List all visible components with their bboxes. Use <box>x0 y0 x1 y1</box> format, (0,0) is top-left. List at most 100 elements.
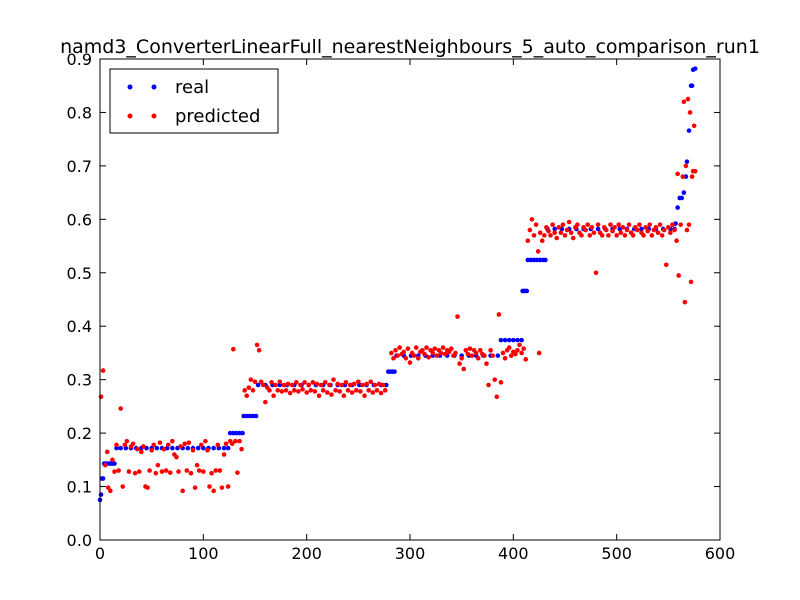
x-tick-labels: 0 100 200 300 400 500 600 <box>95 544 735 563</box>
predicted-point <box>527 227 533 233</box>
predicted-point <box>376 381 382 387</box>
predicted-point <box>343 380 349 385</box>
predicted-point <box>201 469 206 474</box>
predicted-point <box>490 353 495 358</box>
predicted-point <box>132 470 138 476</box>
predicted-point <box>194 462 200 468</box>
predicted-point <box>523 357 529 362</box>
predicted-point <box>122 442 128 448</box>
predicted-point <box>294 380 299 385</box>
real-point <box>675 205 680 210</box>
predicted-point <box>267 388 272 393</box>
predicted-point <box>277 379 283 385</box>
predicted-point <box>643 225 648 230</box>
predicted-point <box>455 314 460 319</box>
predicted-point <box>124 438 130 444</box>
predicted-point <box>552 230 557 235</box>
predicted-point <box>345 388 351 393</box>
predicted-point <box>453 350 458 356</box>
predicted-point <box>575 222 580 227</box>
predicted-point <box>405 346 411 351</box>
plot-points <box>97 66 698 503</box>
predicted-point <box>620 225 626 230</box>
predicted-point <box>626 222 632 227</box>
predicted-point <box>579 233 584 238</box>
predicted-point <box>599 233 605 238</box>
predicted-point <box>508 353 514 358</box>
predicted-point <box>604 227 609 233</box>
predicted-point <box>314 381 320 387</box>
predicted-point <box>108 488 113 494</box>
predicted-point <box>570 235 576 241</box>
predicted-point <box>310 380 316 385</box>
predicted-point <box>205 447 210 453</box>
y-tick-label: 0.9 <box>67 50 92 69</box>
real-point <box>639 226 644 232</box>
axis-ticks <box>99 58 721 541</box>
predicted-point <box>614 233 619 238</box>
predicted-point <box>104 449 110 455</box>
predicted-point <box>484 361 489 366</box>
real-point <box>100 476 106 481</box>
predicted-point <box>163 468 169 473</box>
y-tick-label: 0.5 <box>67 264 92 283</box>
x-tick-label: 200 <box>291 544 322 563</box>
predicted-point <box>347 382 353 388</box>
real-point <box>511 337 516 343</box>
y-tick-label: 0.0 <box>67 531 92 550</box>
predicted-point <box>114 442 119 448</box>
predicted-point <box>506 345 512 350</box>
predicted-point <box>544 225 549 230</box>
predicted-point <box>306 382 312 388</box>
real-point <box>684 159 690 164</box>
predicted-point <box>283 388 289 393</box>
predicted-point <box>653 225 659 230</box>
predicted-point <box>535 249 541 254</box>
predicted-point <box>331 377 336 382</box>
predicted-point <box>325 390 330 395</box>
predicted-point <box>153 470 159 476</box>
predicted-point <box>244 393 250 399</box>
predicted-point <box>237 438 242 444</box>
predicted-point <box>672 227 677 233</box>
predicted-point <box>556 225 562 230</box>
predicted-point <box>413 345 419 350</box>
predicted-point <box>442 351 448 357</box>
predicted-point <box>494 394 500 400</box>
predicted-point <box>302 380 307 385</box>
predicted-point <box>449 346 454 351</box>
y-tick-label: 0.7 <box>67 157 92 176</box>
predicted-point <box>566 219 572 225</box>
predicted-point <box>356 379 361 385</box>
predicted-point <box>337 389 343 394</box>
predicted-point <box>461 366 467 372</box>
predicted-point <box>686 222 692 227</box>
predicted-point <box>118 406 123 411</box>
predicted-point <box>683 163 689 169</box>
predicted-point <box>635 227 640 233</box>
predicted-point <box>223 441 229 447</box>
predicted-point <box>618 230 624 235</box>
real-point <box>154 445 160 451</box>
predicted-point <box>370 390 376 395</box>
predicted-point <box>562 233 568 238</box>
predicted-point <box>178 444 183 449</box>
predicted-point <box>465 351 471 357</box>
predicted-point <box>176 469 181 474</box>
y-tick-label: 0.4 <box>67 317 92 336</box>
predicted-point <box>554 235 560 241</box>
predicted-point <box>393 347 398 353</box>
predicted-point <box>186 440 192 446</box>
predicted-point <box>368 379 374 385</box>
predicted-point <box>239 446 244 452</box>
predicted-point <box>589 225 595 230</box>
predicted-point <box>622 233 628 238</box>
real-point <box>112 461 117 466</box>
predicted-point <box>536 350 542 356</box>
predicted-point <box>159 469 165 474</box>
predicted-point <box>120 484 126 489</box>
predicted-point <box>548 233 553 238</box>
predicted-point <box>229 441 235 447</box>
predicted-point <box>564 227 570 233</box>
real-point <box>225 445 231 451</box>
